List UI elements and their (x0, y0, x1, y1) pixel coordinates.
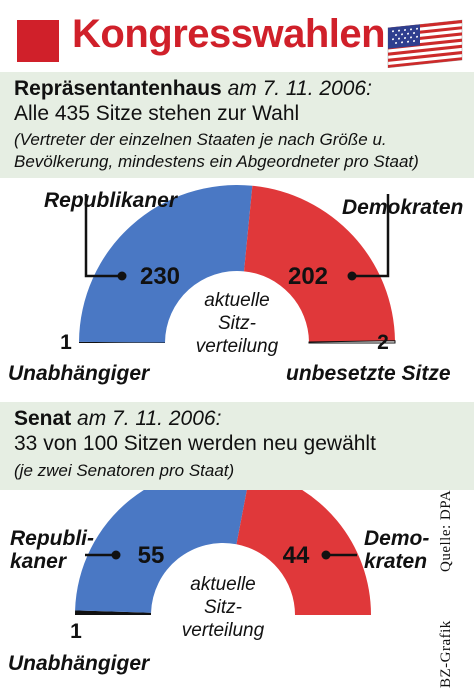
senate-republican-dot (111, 550, 121, 560)
house-slice-unbesetzte-sitze (308, 340, 396, 344)
senate-section-header: Senat am 7. 11. 2006: 33 von 100 Sitzen … (0, 402, 474, 490)
house-slice-republikaner (79, 185, 253, 343)
house-slice-demokraten (244, 185, 395, 342)
senate-independent-value: 1 (70, 620, 82, 643)
house-center-line3: verteilung (196, 336, 279, 357)
senate-slice-unabhängiger (75, 610, 152, 615)
house-vacant-value: 2 (377, 331, 389, 354)
house-heading: Repräsentantenhaus am 7. 11. 2006: (14, 76, 372, 101)
senate-heading-title: Senat (14, 407, 72, 430)
senate-center-line2: Sitz- (204, 597, 242, 618)
house-republican-dot (117, 271, 127, 281)
house-heading-date: am 7. 11. 2006: (221, 77, 372, 100)
house-label-democrats: Demokraten (342, 196, 464, 219)
us-flag-icon (387, 19, 463, 68)
senate-label-democrats-1: Demo- (364, 527, 430, 550)
senate-slice-demokraten (236, 490, 371, 615)
house-independent-value: 1 (60, 331, 72, 354)
senate-center-line3: verteilung (182, 620, 265, 641)
house-label-independent: Unabhängiger (8, 362, 150, 385)
house-note-line2: Bevölkerung, mindestens ein Abgeordneter… (14, 152, 419, 171)
house-label-vacant: unbesetzte Sitze (286, 362, 451, 385)
senate-heading: Senat am 7. 11. 2006: (14, 406, 221, 431)
senate-label-republicans-1: Republi- (10, 527, 94, 550)
source-credit: Quelle: DPA (438, 489, 454, 572)
house-democrat-leader-line (356, 194, 390, 278)
senate-republican-value: 55 (138, 542, 165, 569)
senate-democrat-value: 44 (283, 542, 310, 569)
house-label-republicans: Republikaner (44, 189, 178, 212)
house-slice-unabhängiger (79, 341, 166, 343)
senate-center-line1: aktuelle (190, 574, 256, 595)
house-heading-title: Repräsentantenhaus (14, 77, 222, 100)
house-subheading: Alle 435 Sitze stehen zur Wahl (14, 102, 300, 125)
senate-note: (je zwei Senatoren pro Staat) (14, 461, 235, 480)
senate-label-democrats-2: kraten (364, 550, 428, 573)
senate-label-independent: Unabhängiger (8, 652, 150, 675)
senate-slice-republikaner (75, 490, 247, 613)
house-democrat-value: 202 (288, 263, 328, 290)
graphic-credit: BZ-Grafik (438, 620, 454, 688)
house-note-line1: (Vertreter der einzelnen Staaten je nach… (14, 130, 387, 149)
senate-seat-chart: 55 44 1 aktuelle Sitz- verteilung (70, 490, 371, 643)
house-seat-chart: 230 202 1 2 aktuelle Sitz- verteilung (60, 185, 396, 357)
house-republican-leader-line (84, 194, 118, 278)
house-republican-value: 230 (140, 263, 180, 290)
house-center-line1: aktuelle (204, 290, 270, 311)
house-center-line2: Sitz- (218, 313, 256, 334)
senate-label-republicans-2: kaner (10, 550, 67, 573)
house-section-header: Repräsentantenhaus am 7. 11. 2006: Alle … (0, 72, 474, 178)
senate-subheading: 33 von 100 Sitzen werden neu gewählt (14, 432, 376, 455)
house-democrat-dot (347, 271, 357, 281)
title-marker (17, 20, 59, 62)
senate-democrat-dot (321, 550, 331, 560)
senate-heading-date: am 7. 11. 2006: (71, 407, 222, 430)
page-title: Kongresswahlen (72, 12, 386, 56)
